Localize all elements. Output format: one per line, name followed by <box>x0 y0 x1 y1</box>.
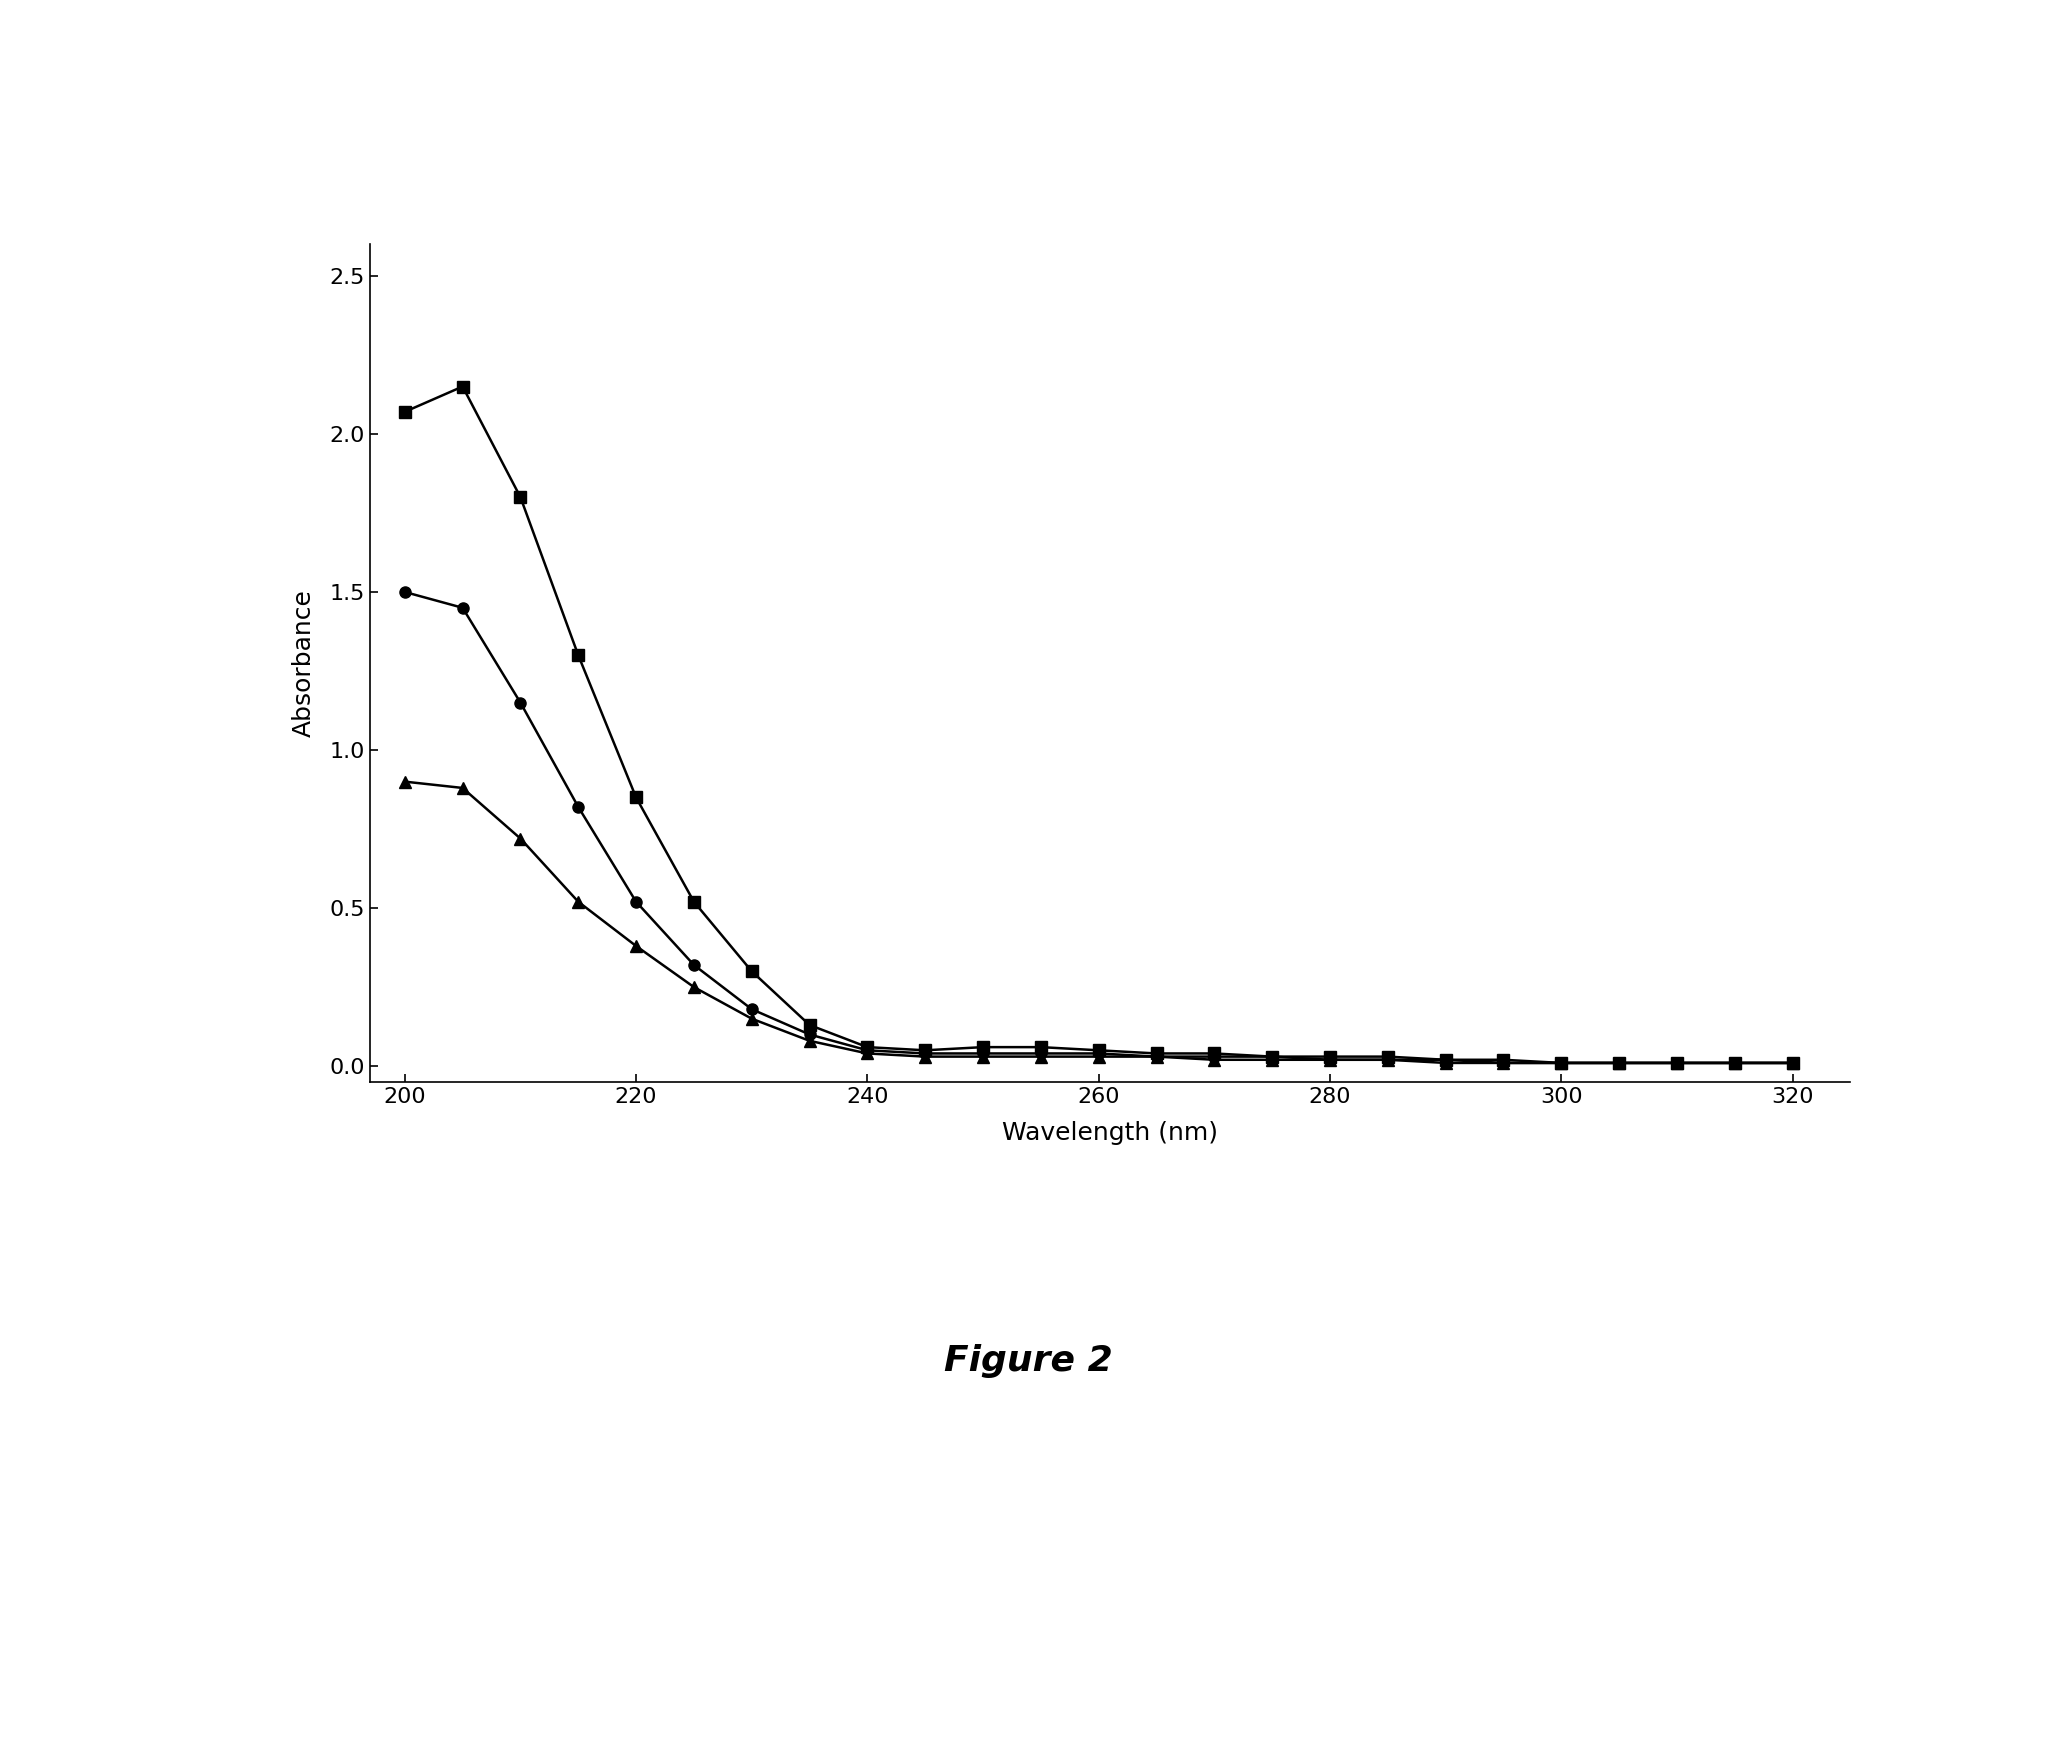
Text: Figure 2: Figure 2 <box>944 1344 1112 1379</box>
Y-axis label: Absorbance: Absorbance <box>292 590 317 736</box>
X-axis label: Wavelength (nm): Wavelength (nm) <box>1001 1120 1219 1145</box>
